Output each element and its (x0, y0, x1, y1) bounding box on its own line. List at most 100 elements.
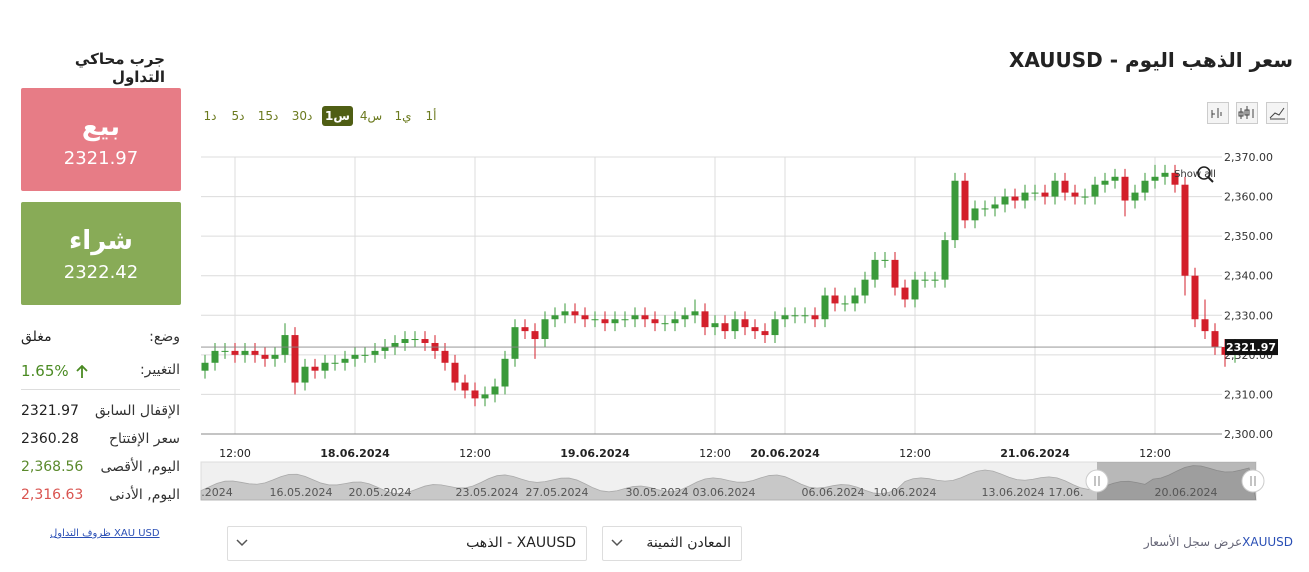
timeframe-button[interactable]: 1أ (425, 109, 437, 123)
prev-close-row: الإقفال السابق 2321.97 (21, 403, 180, 425)
candle-body (231, 350, 239, 355)
candle-body (711, 323, 719, 328)
timeframe-button[interactable]: 1ي (394, 109, 412, 123)
candle-body (291, 335, 299, 383)
x-tick-label: 12:00 (459, 447, 491, 460)
chart-tools (1207, 102, 1288, 124)
candle-body (981, 208, 989, 210)
y-tick-label: 2,300.00 (1224, 428, 1273, 441)
candle-body (321, 362, 329, 371)
tool-button[interactable] (1266, 102, 1288, 124)
candle-body (1191, 275, 1199, 320)
candle-body (451, 362, 459, 383)
candle-body (991, 204, 999, 209)
candle-body (591, 319, 599, 321)
navigator-label: 17.06. (1049, 486, 1084, 499)
buy-price: 2322.42 (63, 262, 139, 283)
candle-body (1031, 192, 1039, 194)
candle-body (521, 327, 529, 332)
sell-label: بيع (81, 112, 121, 142)
candle-body (751, 327, 759, 332)
candle-body (401, 339, 409, 343)
candle-body (761, 331, 769, 336)
x-tick-label: 21.06.2024 (1000, 447, 1070, 460)
candle-body (1211, 331, 1219, 347)
timeframe-button[interactable]: 15د (257, 109, 279, 123)
low-row: اليوم, الأدنى 2,316.63 (21, 487, 180, 509)
candle-body (441, 350, 449, 363)
candle-body (201, 362, 209, 371)
candle-body (821, 295, 829, 320)
x-tick-label: 12:00 (899, 447, 931, 460)
candle-body (421, 339, 429, 343)
candle-body (331, 362, 339, 364)
x-tick-label: 20.06.2024 (750, 447, 820, 460)
candle-body (1131, 192, 1139, 201)
navigator-label: 30.05.2024 (626, 486, 689, 499)
candle-body (1091, 184, 1099, 197)
candle-body (1181, 184, 1189, 276)
candle-body (211, 350, 219, 363)
row-value: 2321.97 (21, 403, 79, 419)
status-row: وضع: مغلق (21, 329, 180, 351)
row-value: 2360.28 (21, 431, 79, 447)
buy-button[interactable]: شراء 2322.42 (21, 202, 181, 305)
candle-body (251, 350, 259, 355)
row-label: اليوم, الأدنى (109, 487, 180, 503)
candle-body (731, 319, 739, 332)
candle-body (1171, 172, 1179, 185)
candle-body (971, 208, 979, 221)
timeframe-button[interactable]: 5د (231, 109, 245, 123)
candle-body (391, 342, 399, 347)
instrument-select[interactable]: XAUUSD - الذهب (227, 526, 587, 561)
change-row: التغيير: 1.65% (21, 362, 180, 384)
candle-body (1201, 319, 1209, 332)
history-symbol: XAUUSD (1242, 535, 1293, 549)
chevron (611, 539, 623, 547)
candle-body (1011, 196, 1019, 201)
candle-body (651, 319, 659, 324)
candle-body (551, 315, 559, 320)
open-row: سعر الإفتتاح 2360.28 (21, 431, 180, 453)
candle-body (1081, 196, 1089, 198)
sell-button[interactable]: بيع 2321.97 (21, 88, 181, 191)
navigator-series (200, 465, 1257, 501)
history-text: عرض سجل الأسعار (1143, 535, 1243, 549)
timeframe-button[interactable]: 30د (291, 109, 313, 123)
candle-body (691, 311, 699, 316)
navigator-handle[interactable] (1241, 469, 1265, 493)
navigator-label: 23.05.2024 (456, 486, 519, 499)
candle-body (781, 315, 789, 320)
history-link[interactable]: XAUUSDعرض سجل الأسعار (1144, 535, 1293, 549)
candle-body (1061, 180, 1069, 193)
row-value: 2,316.63 (21, 487, 84, 503)
separator (21, 389, 180, 390)
category-select[interactable]: المعادن الثمينة (602, 526, 742, 561)
candle-body (501, 358, 509, 387)
timeframe-button[interactable]: 1د (203, 109, 217, 123)
timeframe-button[interactable]: 4س (359, 109, 383, 123)
candle-body (811, 315, 819, 320)
sell-price: 2321.97 (63, 148, 139, 169)
candle-body (341, 358, 349, 363)
candle-body (491, 386, 499, 395)
candle-body (961, 180, 969, 221)
candle-body (1121, 176, 1129, 201)
navigator-label: 13.06.2024 (982, 486, 1045, 499)
timeframe-button[interactable]: 1س (322, 106, 353, 126)
candle-body (541, 319, 549, 340)
candle-body (281, 335, 289, 355)
navigator-label: 06.06.2024 (802, 486, 865, 499)
navigator-label: .2024 (201, 486, 233, 499)
last-price-tag (1225, 339, 1278, 356)
zoom-icon[interactable] (1197, 166, 1211, 180)
candle-body (941, 240, 949, 280)
candle-body (911, 279, 919, 300)
handle-grip (1250, 476, 1256, 486)
navigator-handle[interactable] (1085, 469, 1109, 493)
last-price-label: 2321.97 (1226, 341, 1276, 354)
candle-body (741, 319, 749, 328)
trading-conditions-link[interactable]: XAU USD ظروف التداول (50, 528, 160, 539)
candle-body (951, 180, 959, 241)
